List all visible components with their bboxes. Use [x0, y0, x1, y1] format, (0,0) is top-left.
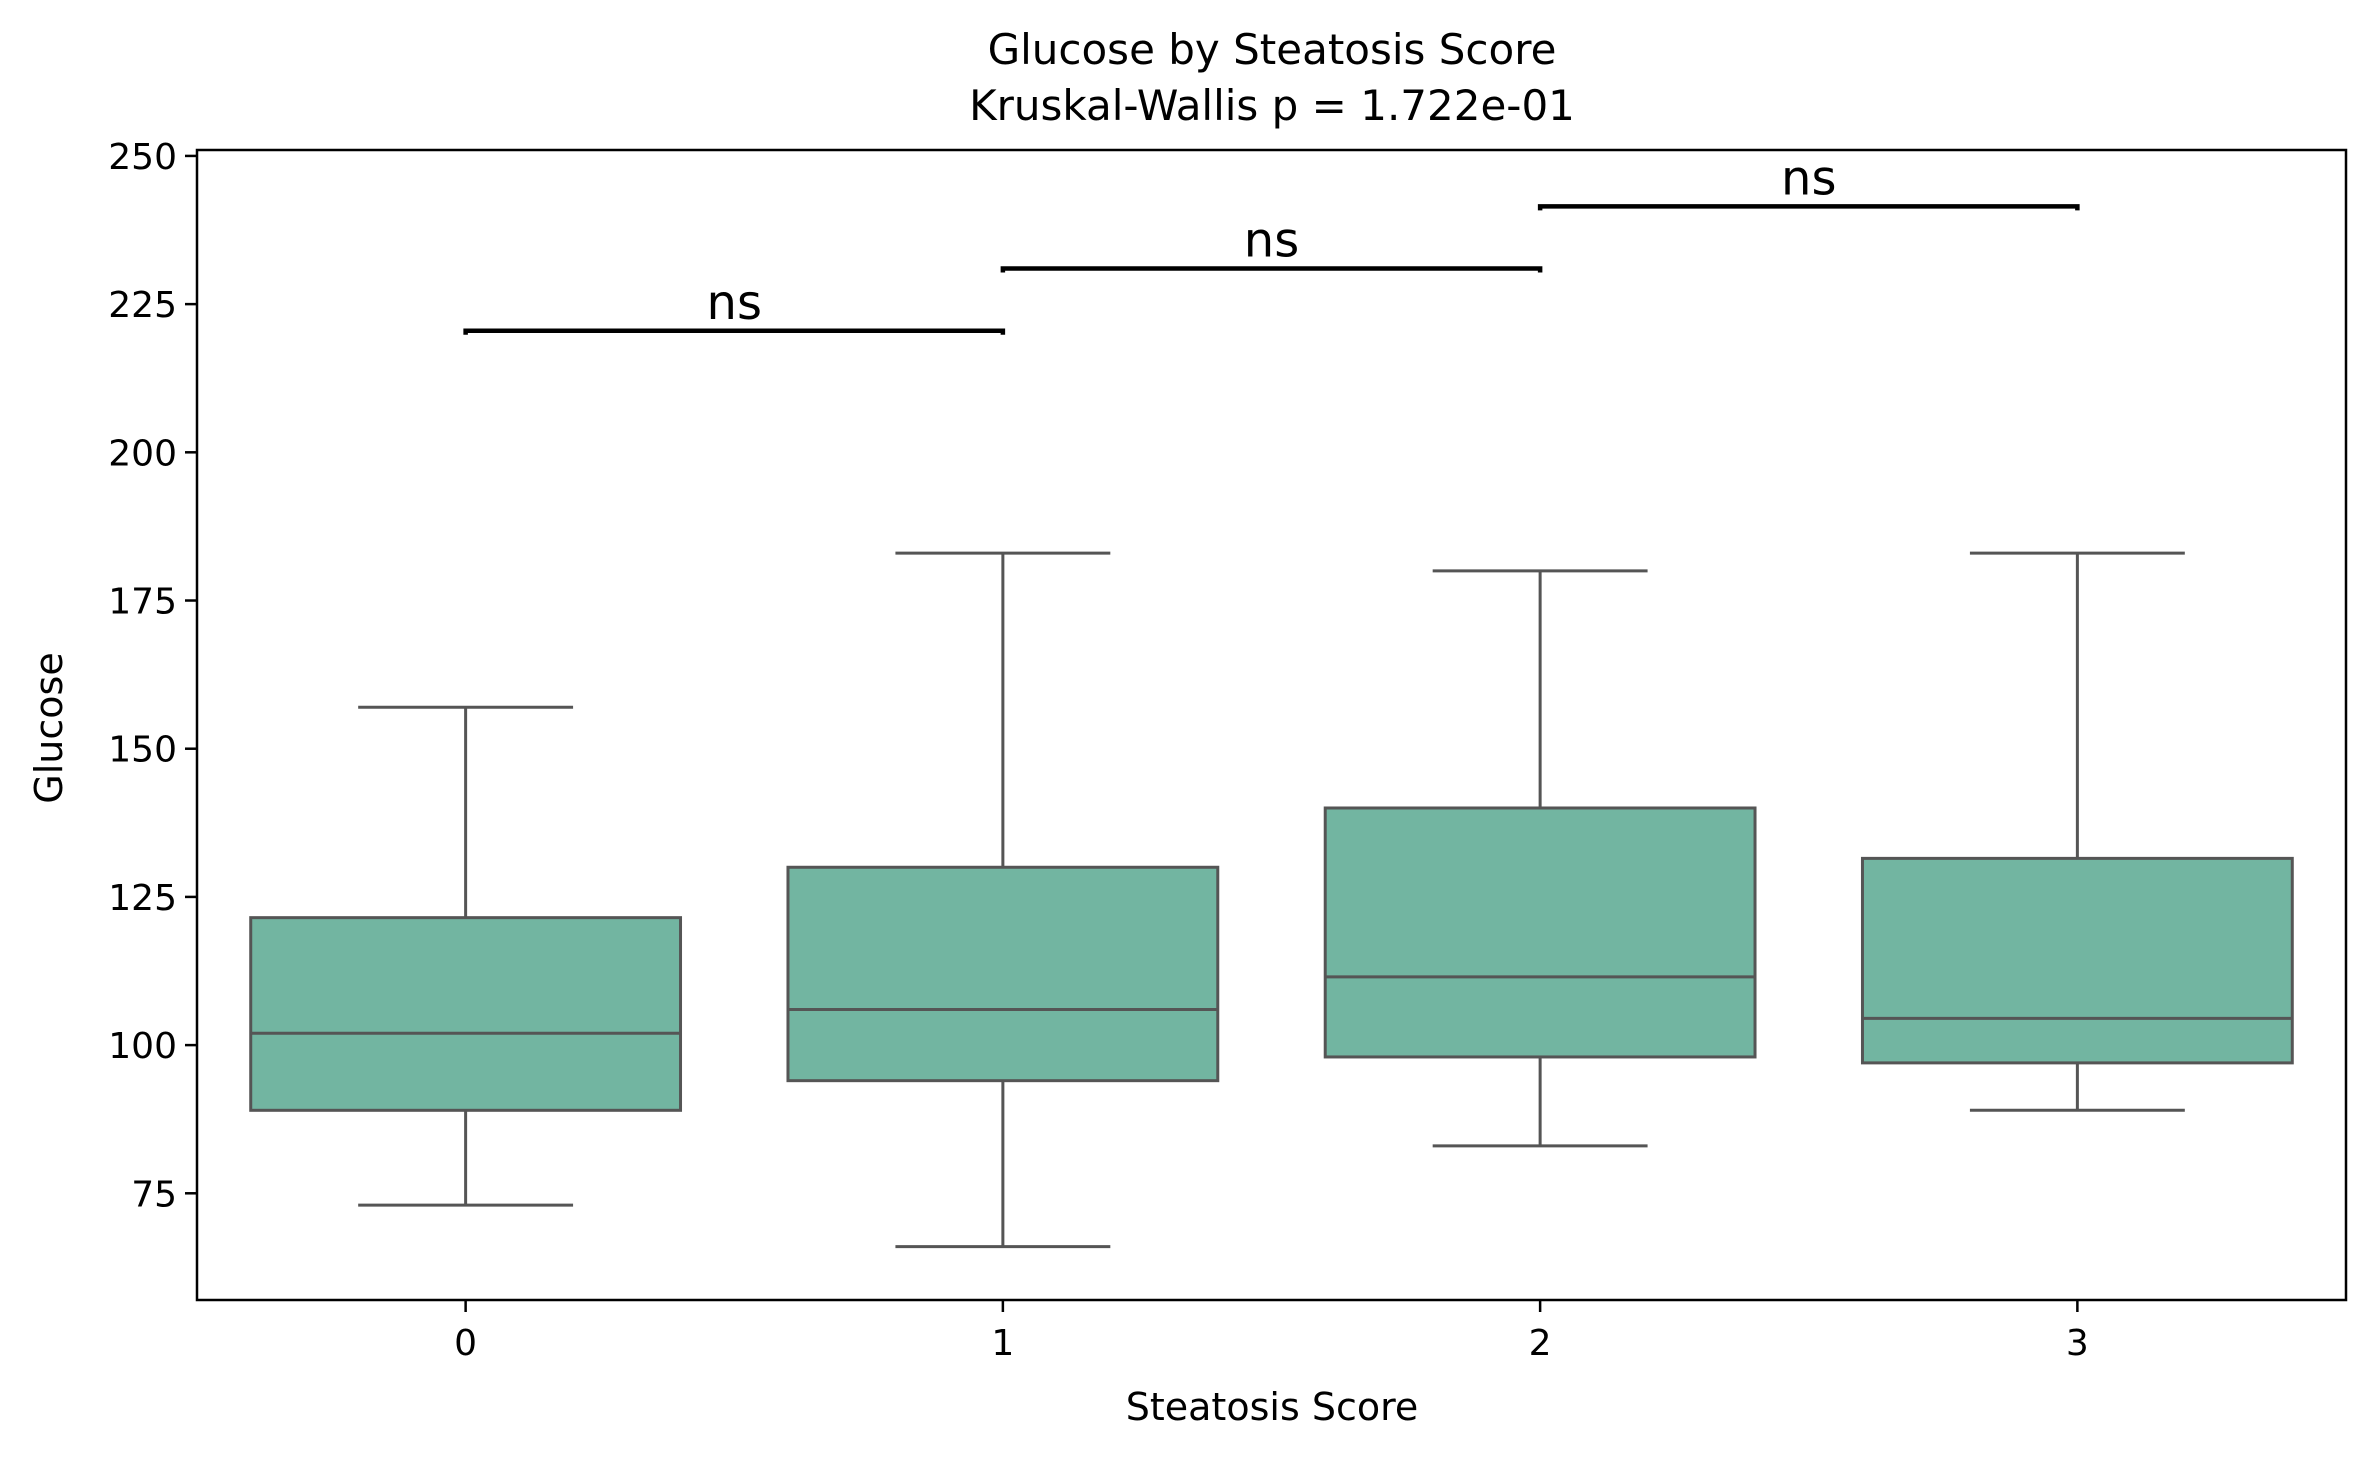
box-iqr [786, 865, 1220, 1083]
y-tick-label: 225 [108, 285, 177, 326]
x-tick-label: 3 [2066, 1323, 2089, 1364]
significance-label: ns [707, 275, 762, 331]
y-tick-label: 250 [108, 137, 177, 178]
plot-frame [195, 148, 2348, 1302]
y-tick-label: 75 [131, 1174, 177, 1215]
y-tick-label: 175 [108, 582, 177, 623]
significance-label: ns [1781, 150, 1836, 206]
box-iqr [1860, 856, 2294, 1065]
y-tick-label: 150 [108, 730, 177, 771]
y-tick-label: 100 [108, 1026, 177, 1067]
significance-label: ns [1244, 213, 1299, 269]
y-tick-label: 200 [108, 433, 177, 474]
significance-bracket [1000, 266, 1543, 273]
significance-bracket [1537, 204, 2080, 211]
chart-subtitle: Kruskal-Wallis p = 1.722e-01 [969, 81, 1575, 130]
x-tick-label: 2 [1529, 1323, 1552, 1364]
y-axis-label: Glucose [27, 652, 71, 803]
y-tick-label: 125 [108, 878, 177, 919]
chart-title: Glucose by Steatosis Score [988, 25, 1557, 74]
x-tick-label: 0 [454, 1323, 477, 1364]
x-tick-label: 1 [991, 1323, 1014, 1364]
box-iqr [249, 916, 683, 1112]
x-axis-label: Steatosis Score [1126, 1385, 1419, 1429]
plot-area: 75 100 125 150 175 200 225 250 0 1 2 3 ns ns ns [108, 137, 2294, 1364]
significance-bracket [463, 328, 1006, 335]
box-iqr [1323, 806, 1757, 1059]
